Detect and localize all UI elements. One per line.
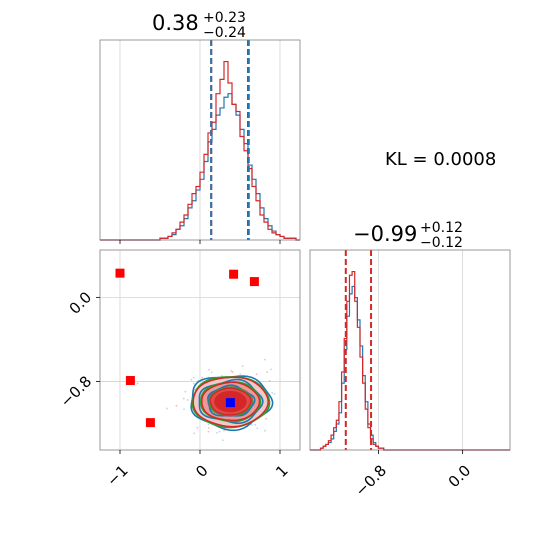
joint-red-marker-4	[145, 418, 155, 428]
joint-red-marker-2	[249, 277, 259, 287]
joint-contour-blue-1	[198, 378, 264, 425]
joint-sample-point	[223, 429, 225, 432]
joint-sample-point	[266, 371, 268, 374]
param1-title-minus: −0.24	[203, 25, 246, 41]
param2-title-plus: +0.12	[420, 220, 463, 236]
param1-title-value: 0.38	[152, 11, 199, 35]
joint-red-marker-3	[125, 376, 135, 386]
joint-sample-point	[231, 371, 234, 373]
joint-sample-point	[175, 404, 178, 407]
joint-sample-point	[250, 423, 253, 426]
joint-x-tick-label-2: 1	[272, 461, 291, 480]
param1-hist-red	[100, 60, 300, 241]
joint-sample-point	[182, 397, 185, 400]
joint-sample-point	[166, 407, 168, 410]
joint-sample-point	[230, 369, 233, 372]
joint-sample-point	[184, 390, 187, 393]
joint-contour-red-2	[209, 387, 252, 416]
param2-tick-label-1: 0.0	[445, 461, 475, 491]
marginal-histogram-param1: 0.38 +0.23 −0.24	[99, 10, 301, 244]
joint-sample-point	[186, 399, 189, 401]
joint-sample-point	[192, 376, 195, 379]
joint-sample-point	[271, 392, 274, 394]
joint-sample-point	[201, 376, 204, 379]
param2-title-minus: −0.12	[420, 235, 463, 251]
joint-contour-red-1	[201, 381, 261, 422]
joint-y-tick-label-0: 0.0	[66, 288, 96, 318]
marginal-histogram-param2: −0.99 +0.12 −0.12 −0.8 0.0	[309, 220, 511, 500]
joint-sample-point	[208, 368, 211, 371]
joint-scatter-contour: −1 0 1 0.0 −0.8	[57, 249, 301, 490]
param1-title-plus: +0.23	[203, 10, 246, 26]
joint-sample-point	[255, 373, 258, 376]
joint-sample-point	[207, 430, 210, 433]
joint-red-marker-0	[115, 268, 125, 278]
joint-sample-point	[241, 365, 244, 368]
joint-contour-red-0	[192, 376, 269, 428]
joint-x-tick-label-1: 0	[192, 461, 211, 480]
joint-sample-point	[268, 379, 271, 382]
joint-sample-point	[265, 417, 268, 420]
joint-sample-point	[210, 371, 213, 374]
param2-tick-label-0: −0.8	[352, 461, 390, 499]
joint-sample-point	[254, 423, 257, 426]
joint-sample-point	[273, 393, 276, 395]
joint-sample-point	[193, 432, 196, 435]
param2-title-value: −0.99	[353, 222, 417, 246]
joint-x-tick-label-0: −1	[103, 461, 131, 489]
param2-hist-blue	[310, 285, 510, 451]
joint-sample-point	[256, 427, 259, 430]
joint-sample-point	[221, 439, 224, 442]
param2-hist-red	[310, 270, 510, 451]
param2-frame	[309, 249, 511, 451]
joint-blue-marker	[225, 398, 235, 408]
joint-sample-point	[264, 429, 266, 432]
joint-sample-point	[207, 427, 210, 429]
joint-sample-point	[136, 382, 139, 385]
kl-annotation: KL = 0.0008	[385, 149, 496, 170]
joint-sample-point	[239, 373, 242, 375]
joint-sample-point	[216, 431, 218, 434]
joint-sample-point	[190, 378, 193, 381]
joint-sample-point	[192, 382, 195, 385]
joint-y-tick-label-1: −0.8	[57, 372, 95, 410]
joint-red-marker-1	[229, 269, 239, 279]
joint-sample-point	[196, 426, 199, 429]
joint-sample-point	[270, 368, 272, 371]
joint-sample-point	[218, 430, 221, 433]
joint-sample-point	[194, 388, 196, 391]
joint-sample-point	[183, 408, 185, 411]
joint-sample-point	[207, 423, 210, 426]
joint-contour-green-2	[208, 386, 253, 417]
joint-sample-point	[264, 358, 266, 361]
